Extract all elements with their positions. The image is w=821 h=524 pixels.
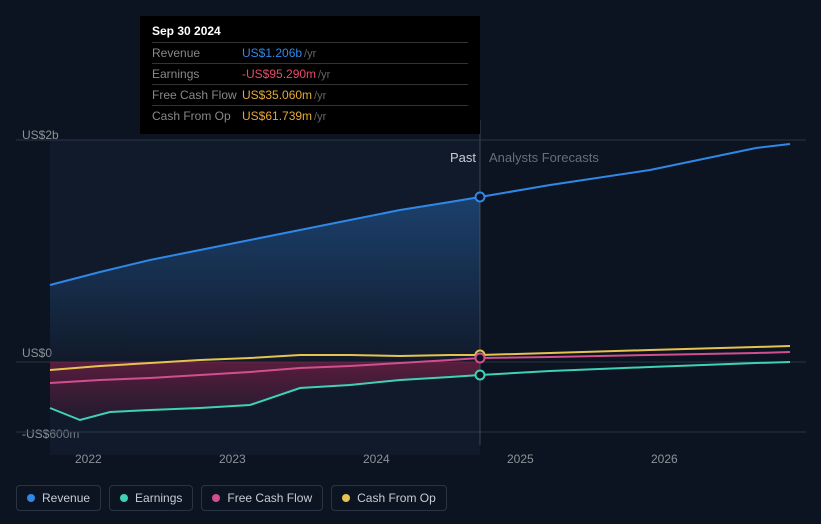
legend-label: Earnings <box>135 491 182 505</box>
tooltip-metric-label: Earnings <box>152 67 242 81</box>
legend-item-earnings[interactable]: Earnings <box>109 485 193 511</box>
tooltip-metric-label: Cash From Op <box>152 109 242 123</box>
legend-label: Revenue <box>42 491 90 505</box>
tooltip-row: Earnings-US$95.290m/yr <box>152 63 468 84</box>
tooltip-row: RevenueUS$1.206b/yr <box>152 42 468 63</box>
legend-dot-icon <box>342 494 350 502</box>
legend-dot-icon <box>120 494 128 502</box>
chart-legend: Revenue Earnings Free Cash Flow Cash From O… <box>16 485 447 511</box>
tooltip-metric-value: -US$95.290m/yr <box>242 67 468 81</box>
tooltip-metric-label: Free Cash Flow <box>152 88 242 102</box>
tooltip-row: Free Cash FlowUS$35.060m/yr <box>152 84 468 105</box>
legend-item-revenue[interactable]: Revenue <box>16 485 101 511</box>
tooltip-metric-value: US$61.739m/yr <box>242 109 468 123</box>
legend-dot-icon <box>27 494 35 502</box>
tooltip-metric-value: US$35.060m/yr <box>242 88 468 102</box>
earnings-marker <box>476 371 485 380</box>
legend-item-free-cash-flow[interactable]: Free Cash Flow <box>201 485 323 511</box>
legend-dot-icon <box>212 494 220 502</box>
chart-tooltip: Sep 30 2024 RevenueUS$1.206b/yrEarnings-… <box>140 16 480 134</box>
legend-label: Free Cash Flow <box>227 491 312 505</box>
tooltip-row: Cash From OpUS$61.739m/yr <box>152 105 468 126</box>
revenue-marker <box>476 193 485 202</box>
legend-label: Cash From Op <box>357 491 436 505</box>
free_cash_flow-marker <box>476 354 485 363</box>
tooltip-metric-label: Revenue <box>152 46 242 60</box>
legend-item-cash-from-op[interactable]: Cash From Op <box>331 485 447 511</box>
tooltip-metric-value: US$1.206b/yr <box>242 46 468 60</box>
tooltip-date: Sep 30 2024 <box>152 24 468 42</box>
